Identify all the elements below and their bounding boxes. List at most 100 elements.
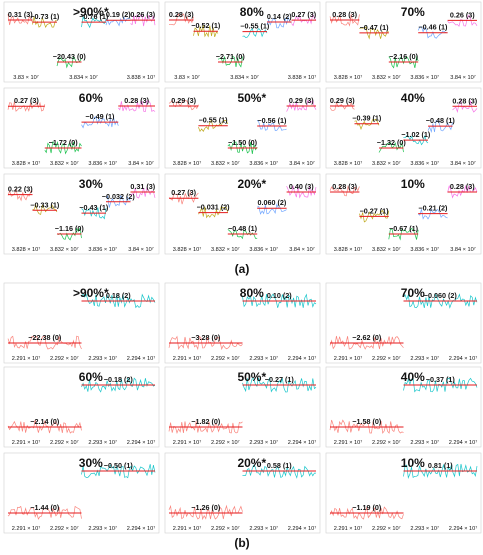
segment-mean-label: −0.37 (1)	[426, 375, 456, 384]
segment-mean-label: −2.71 (0)	[216, 52, 246, 61]
segment-mean-label: 0.26 (3)	[450, 10, 475, 19]
chart-panel: −1.82 (0) −0.27 (1)50%* 2.291 × 10⁷ 2.292 ×…	[164, 366, 321, 448]
segment-mean-label: 0.31 (3)	[130, 182, 155, 191]
segment-mean-label: −0.49 (1)	[85, 112, 115, 121]
chart-title: 80%	[240, 286, 264, 300]
plot-frame	[325, 87, 482, 169]
series-trace	[130, 187, 156, 199]
plot-frame	[3, 87, 160, 169]
segment-mean-label: −0.48 (1)	[426, 116, 456, 125]
chart-title: 30%	[79, 456, 103, 470]
series-trace	[359, 209, 390, 223]
series-trace	[32, 16, 58, 29]
x-tick-label: 3.84 × 10⁷	[450, 246, 476, 253]
x-tick-label: 3.84 × 10⁷	[128, 246, 154, 253]
x-tick-label: 3.84 × 10⁷	[450, 160, 476, 167]
segment-mean-label: −0.48 (1)	[228, 224, 258, 233]
x-tick-label: 3.838 × 10⁷	[288, 74, 317, 81]
series-trace	[403, 135, 429, 146]
series-trace	[329, 506, 404, 520]
segment-mean-label: 0.10 (2)	[267, 291, 292, 300]
x-tick-label: 2.292 × 10⁷	[211, 525, 240, 532]
series-trace	[286, 185, 317, 199]
series-trace	[193, 25, 219, 38]
x-tick-label: 3.832 × 10⁷	[372, 246, 401, 253]
chart-title: 60%	[79, 370, 103, 384]
plot-frame	[325, 452, 482, 534]
x-tick-label: 3.832 × 10⁷	[211, 160, 240, 167]
series-trace	[168, 335, 243, 351]
plot-frame	[325, 366, 482, 448]
x-tick-label: 2.291 × 10⁷	[334, 355, 363, 362]
series-trace	[403, 463, 478, 480]
chart-title: 40%	[401, 91, 425, 105]
x-tick-label: 2.292 × 10⁷	[372, 439, 401, 446]
chart-panel: 0.28 (3)−0.47 (1) −2.16 (0) −0.46 (1)0.26 …	[325, 1, 482, 83]
x-tick-label: 3.836 × 10⁷	[88, 246, 117, 253]
segment-mean-label: 0.31 (3)	[8, 10, 33, 19]
chart-panel: −1.19 (0) 0.81 (1)10% 2.291 × 10⁷ 2.292 × 1…	[325, 452, 482, 534]
segment-mean-label: −1.26 (0)	[191, 503, 221, 512]
segment-mean-label: −0.50 (1)	[104, 461, 134, 470]
series-trace	[7, 335, 82, 350]
x-tick-label: 3.828 × 10⁷	[334, 74, 363, 81]
x-tick-label: 3.836 × 10⁷	[88, 160, 117, 167]
chart-panel: −1.58 (0) −0.37 (1)40% 2.291 × 10⁷ 2.292 × …	[325, 366, 482, 448]
x-tick-label: 3.832 × 10⁷	[372, 160, 401, 167]
x-tick-label: 3.828 × 10⁷	[12, 160, 41, 167]
chart-panel: −2.62 (0) −0.060 (2)70% 2.291 × 10⁷ 2.292 ×…	[325, 282, 482, 364]
segment-mean-label: −0.031 (2)	[197, 203, 231, 212]
segment-mean-label: −0.76 (1)	[79, 12, 109, 21]
segment-mean-label: 0.58 (1)	[267, 461, 292, 470]
segment-mean-label: −0.52 (1)	[191, 21, 221, 30]
x-tick-label: 2.293 × 10⁷	[410, 525, 439, 532]
series-trace	[427, 119, 453, 134]
x-tick-label: 2.293 × 10⁷	[88, 525, 117, 532]
plot-frame	[164, 366, 321, 448]
x-tick-label: 3.828 × 10⁷	[334, 160, 363, 167]
series-trace	[105, 195, 131, 208]
x-tick-label: 2.294 × 10⁷	[449, 355, 478, 362]
segment-mean-label: −0.46 (1)	[418, 23, 448, 32]
chart-panel: 0.22 (3) −0.33 (1) −1.16 (0) −0.43 (1) −0.03…	[3, 173, 160, 255]
x-tick-label: 2.293 × 10⁷	[249, 439, 278, 446]
segment-mean-label: −0.73 (1)	[30, 12, 60, 21]
series-trace	[198, 119, 229, 133]
panel-a-label: (a)	[235, 262, 250, 276]
series-trace	[359, 26, 389, 40]
x-tick-label: 2.294 × 10⁷	[288, 525, 317, 532]
x-tick-label: 2.293 × 10⁷	[410, 355, 439, 362]
series-trace	[242, 293, 317, 308]
segment-mean-label: −0.43 (1)	[79, 203, 109, 212]
series-trace	[168, 504, 243, 521]
series-trace	[354, 118, 380, 131]
chart-title: 10%	[401, 456, 425, 470]
x-tick-label: 3.834 × 10⁷	[69, 74, 98, 81]
x-tick-label: 2.293 × 10⁷	[410, 439, 439, 446]
x-tick-label: 2.292 × 10⁷	[50, 355, 79, 362]
chart-title: >90%*	[73, 286, 109, 300]
series-trace	[417, 208, 448, 220]
segment-mean-label: −0.33 (1)	[30, 200, 60, 209]
segment-mean-label: −2.16 (0)	[389, 52, 419, 61]
chart-title: 10%	[401, 177, 425, 191]
segment-mean-label: 0.18 (2)	[106, 291, 131, 300]
chart-title: 50%*	[237, 370, 266, 384]
series-trace	[329, 13, 360, 27]
x-tick-label: 2.293 × 10⁷	[249, 525, 278, 532]
x-tick-label: 3.838 × 10⁷	[127, 74, 156, 81]
plot-frame	[164, 282, 321, 364]
x-tick-label: 3.84 × 10⁷	[289, 246, 315, 253]
segment-mean-label: −0.21 (2)	[418, 204, 448, 213]
plot-frame	[164, 1, 321, 83]
segment-mean-label: 0.27 (3)	[291, 10, 316, 19]
series-trace	[257, 203, 287, 215]
segment-mean-label: 0.28 (3)	[332, 182, 357, 191]
segment-mean-label: −0.27 (1)	[265, 375, 295, 384]
segment-mean-label: 0.29 (3)	[330, 96, 355, 105]
segment-mean-label: −1.32 (0)	[377, 138, 407, 147]
segment-mean-label: 0.22 (3)	[8, 185, 33, 194]
segment-mean-label: −0.27 (1)	[360, 206, 390, 215]
series-trace	[291, 13, 317, 27]
